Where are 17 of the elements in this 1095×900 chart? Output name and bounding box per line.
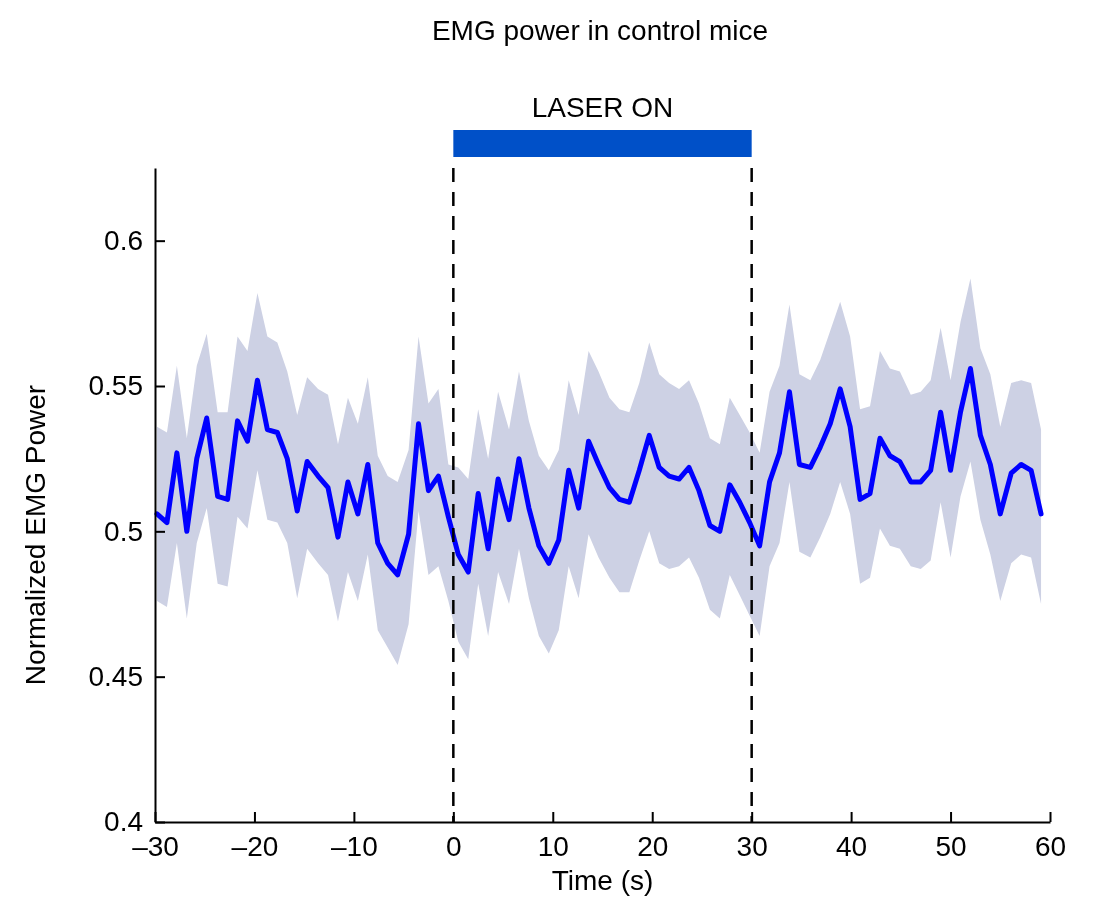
x-tick-label: –20	[231, 830, 279, 862]
x-tick-label: 60	[1034, 830, 1067, 862]
x-tick-label: 10	[537, 830, 569, 862]
x-tick-label: –10	[331, 830, 378, 862]
x-tick-label: 20	[637, 830, 669, 862]
y-tick-label: 0.55	[88, 370, 143, 402]
y-axis-title: Normalized EMG Power	[20, 384, 51, 686]
y-tick-label: 0.5	[104, 515, 143, 547]
y-tick-label: 0.45	[88, 661, 143, 693]
x-tick-label: 40	[836, 830, 868, 862]
x-axis-title: Time (s)	[551, 865, 654, 896]
text: LASER ON	[531, 92, 674, 123]
x-tick-label: 50	[935, 830, 967, 862]
x-tick-label: 0	[446, 830, 462, 862]
y-tick-label: 0.6	[104, 225, 143, 257]
chart-title: EMG power in control mice	[431, 15, 769, 46]
x-tick-label: 30	[736, 830, 768, 862]
